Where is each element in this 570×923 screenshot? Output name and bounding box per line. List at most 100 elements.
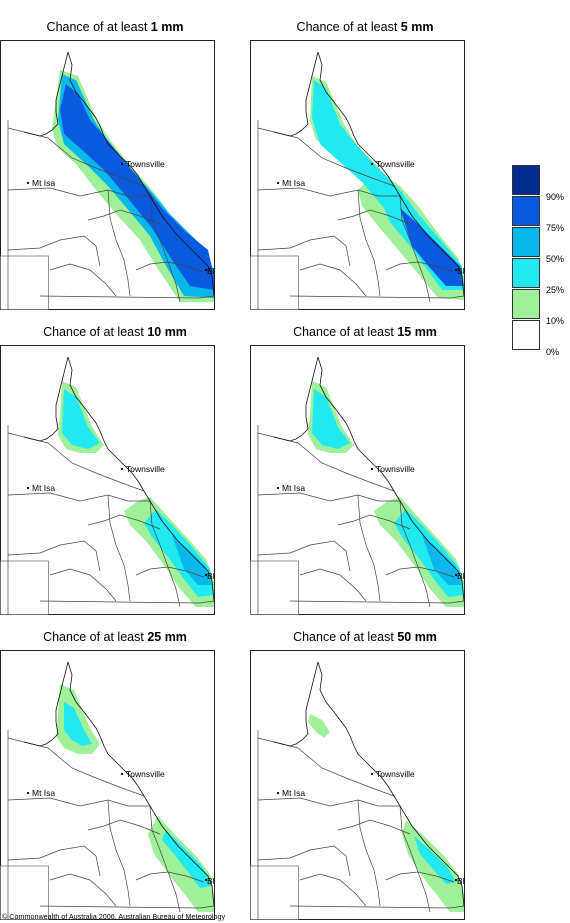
district-boundary <box>289 295 465 299</box>
district-boundary <box>399 805 431 913</box>
coastline <box>317 661 465 907</box>
district-boundary <box>257 187 400 197</box>
town-marker-townsville <box>370 772 374 776</box>
legend-swatch-10-25 <box>512 289 540 319</box>
town-label-brisbane: BRIS <box>207 876 215 886</box>
rainfall-probability-area <box>308 714 330 738</box>
district-boundary <box>135 871 205 883</box>
panel-title-50mm: Chance of at least 50 mm <box>250 630 480 644</box>
legend-swatch-75-90 <box>512 196 540 226</box>
district-boundary <box>257 737 395 797</box>
town-marker-townsville <box>120 772 124 776</box>
town-label-mt_isa: Mt Isa <box>32 483 55 493</box>
rainfall-probability-area <box>62 389 100 449</box>
legend-tick-10: 10% <box>546 316 565 326</box>
coastline <box>23 356 69 442</box>
district-boundary <box>49 873 117 907</box>
panel-title-5mm: Chance of at least 5 mm <box>250 20 480 34</box>
district-boundary <box>257 845 351 877</box>
district-boundary <box>135 566 205 578</box>
district-boundary <box>7 127 145 187</box>
district-boundary <box>257 492 400 502</box>
coastline <box>317 356 465 602</box>
district-boundary <box>257 540 351 572</box>
title-threshold: 10 mm <box>147 325 187 339</box>
district-boundary <box>7 187 150 197</box>
rain-map-5mm: Townsville Mt Isa BRIS <box>250 40 465 310</box>
rain-map-1mm: Townsville Mt Isa BRIS <box>0 40 215 310</box>
district-boundary <box>357 494 381 602</box>
inset-box <box>250 560 299 615</box>
town-label-brisbane: BRIS <box>457 266 465 276</box>
district-boundary <box>289 905 465 909</box>
district-boundary <box>299 568 367 602</box>
rainfall-probability-area <box>172 535 212 585</box>
district-boundary <box>49 568 117 602</box>
district-boundary <box>357 189 381 297</box>
town-marker-townsville <box>120 467 124 471</box>
town-label-townsville: Townsville <box>376 769 415 779</box>
town-label-mt_isa: Mt Isa <box>32 788 55 798</box>
district-boundary <box>337 209 411 225</box>
town-label-brisbane: BRIS <box>457 876 465 886</box>
district-boundary <box>399 500 431 608</box>
district-boundary <box>257 797 400 807</box>
panel-title-15mm: Chance of at least 15 mm <box>250 325 480 339</box>
town-marker-brisbane <box>454 268 458 272</box>
panel-title-10mm: Chance of at least 10 mm <box>0 325 230 339</box>
district-boundary <box>299 873 367 907</box>
district-boundary <box>7 845 101 877</box>
district-boundary <box>7 797 150 807</box>
district-boundary <box>87 209 161 225</box>
town-marker-townsville <box>370 162 374 166</box>
district-boundary <box>357 799 381 907</box>
town-marker-brisbane <box>454 878 458 882</box>
rainfall-probability-area <box>400 208 464 286</box>
panel-title-25mm: Chance of at least 25 mm <box>0 630 230 644</box>
district-boundary <box>337 514 411 530</box>
inset-box <box>250 865 299 920</box>
town-marker-townsville <box>370 467 374 471</box>
inset-box <box>250 255 299 310</box>
rainfall-probability-area <box>162 830 212 888</box>
district-boundary <box>385 261 455 273</box>
district-boundary <box>107 494 131 602</box>
district-boundary <box>107 799 131 907</box>
district-boundary <box>7 540 101 572</box>
district-boundary <box>149 195 181 303</box>
legend-swatch-50-75 <box>512 227 540 257</box>
district-boundary <box>39 905 215 909</box>
town-label-brisbane: BRIS <box>207 571 215 581</box>
coastline <box>67 356 215 602</box>
rain-map-50mm: Townsville Mt Isa BRIS <box>250 650 465 920</box>
legend-tick-0: 0% <box>546 347 560 357</box>
rainfall-probability-area <box>414 836 456 884</box>
district-boundary <box>7 432 145 492</box>
town-label-mt_isa: Mt Isa <box>282 483 305 493</box>
coastline <box>67 51 215 297</box>
district-boundary <box>299 263 367 297</box>
coastline <box>317 51 465 297</box>
district-boundary <box>7 492 150 502</box>
district-boundary <box>337 819 411 835</box>
legend-tick-75: 75% <box>546 223 565 233</box>
rain-map-15mm: Townsville Mt Isa BRIS <box>250 345 465 615</box>
district-boundary <box>149 805 181 913</box>
district-boundary <box>7 737 145 797</box>
town-label-brisbane: BRIS <box>457 571 465 581</box>
legend-swatch-0-10 <box>512 320 540 350</box>
town-label-townsville: Townsville <box>126 464 165 474</box>
legend-tick-25: 25% <box>546 285 565 295</box>
inset-box <box>0 255 49 310</box>
title-threshold: 15 mm <box>397 325 437 339</box>
district-boundary <box>385 566 455 578</box>
coastline <box>273 661 319 747</box>
town-marker-brisbane <box>204 878 208 882</box>
district-boundary <box>39 295 215 299</box>
town-label-mt_isa: Mt Isa <box>282 788 305 798</box>
rainfall-probability-area <box>422 535 462 585</box>
district-boundary <box>87 819 161 835</box>
town-marker-brisbane <box>204 573 208 577</box>
district-boundary <box>149 500 181 608</box>
panel-title-1mm: Chance of at least 1 mm <box>0 20 230 34</box>
